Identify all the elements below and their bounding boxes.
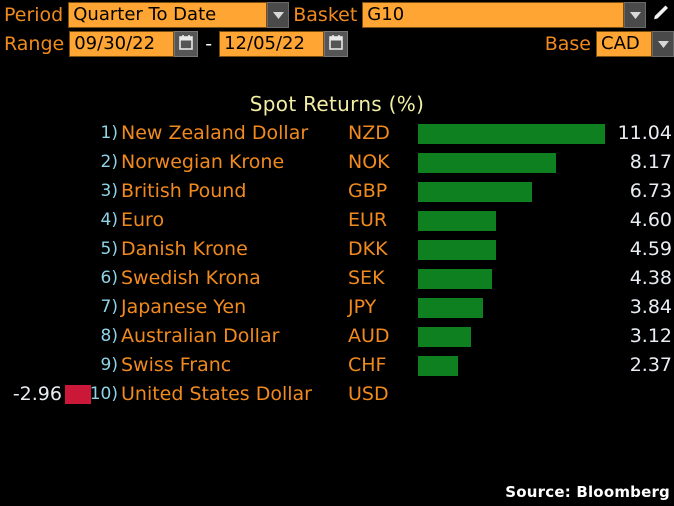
row-value: 2.37 [629, 354, 672, 376]
basket-label: Basket [293, 3, 358, 26]
base-currency-input[interactable]: CAD [596, 31, 652, 57]
row-value-negative: -2.96 [12, 383, 62, 405]
source-attribution: Source: Bloomberg [505, 483, 670, 501]
row-value: 4.59 [629, 238, 672, 260]
currency-code: SEK [348, 267, 385, 289]
positive-bar [418, 327, 471, 347]
currency-name[interactable]: British Pound [121, 180, 247, 202]
chevron-down-icon [657, 40, 669, 48]
row-number: 8) [100, 326, 118, 346]
edit-basket-button[interactable] [646, 2, 674, 28]
calendar-icon [329, 34, 343, 54]
chevron-down-icon [272, 11, 284, 19]
positive-bar [418, 356, 459, 376]
row-number: 2) [100, 152, 118, 172]
base-label: Base [544, 32, 591, 55]
currency-name[interactable]: Norwegian Krone [121, 151, 285, 173]
chart-row[interactable]: -2.96 10) United States Dollar USD [0, 380, 674, 409]
row-value: 6.73 [629, 180, 672, 202]
row-value: 4.38 [629, 267, 672, 289]
currency-name[interactable]: United States Dollar [121, 383, 312, 405]
row-value: 4.60 [629, 209, 672, 231]
chart-row[interactable]: 2.37 9) Swiss Franc CHF [0, 351, 674, 380]
currency-code: USD [348, 383, 389, 405]
period-dropdown-button[interactable] [267, 2, 290, 28]
row-value: 11.04 [617, 122, 672, 144]
row-value: 8.17 [629, 151, 672, 173]
positive-bar [418, 211, 496, 231]
negative-bar [64, 385, 92, 404]
currency-code: NZD [348, 122, 390, 144]
row-number: 4) [100, 210, 118, 230]
chart-row[interactable]: 4.60 4) Euro EUR [0, 206, 674, 235]
toolbar-row-period-basket: Period Quarter To Date Basket G10 [0, 1, 674, 29]
period-label: Period [4, 3, 64, 26]
row-value: 3.12 [629, 325, 672, 347]
positive-bar [418, 153, 557, 173]
pencil-icon [650, 3, 670, 27]
currency-code: CHF [348, 354, 387, 376]
currency-name[interactable]: Euro [121, 209, 165, 231]
currency-code: DKK [348, 238, 388, 260]
base-dropdown-button[interactable] [652, 31, 674, 57]
chart-title: Spot Returns (%) [249, 92, 425, 116]
range-start-input[interactable]: 09/30/22 [69, 31, 175, 57]
currency-code: GBP [348, 180, 388, 202]
positive-bar [418, 240, 496, 260]
toolbar-row-range-base: Range 09/30/22 - 12/05/22 [0, 30, 674, 58]
chart-row[interactable]: 11.04 1) New Zealand Dollar NZD [0, 119, 674, 148]
chart-row[interactable]: 8.17 2) Norwegian Krone NOK [0, 148, 674, 177]
currency-name[interactable]: Australian Dollar [121, 325, 280, 347]
currency-code: EUR [348, 209, 388, 231]
currency-code: JPY [348, 296, 377, 318]
range-separator: - [205, 32, 213, 55]
range-start-calendar-button[interactable] [174, 31, 199, 57]
row-number: 1) [100, 123, 118, 143]
positive-bar [418, 124, 606, 144]
positive-bar [418, 298, 484, 318]
row-number: 7) [100, 297, 118, 317]
row-number: 6) [100, 268, 118, 288]
row-number: 5) [100, 239, 118, 259]
chart-row[interactable]: 4.59 5) Danish Krone DKK [0, 235, 674, 264]
row-value: 3.84 [629, 296, 672, 318]
currency-name[interactable]: New Zealand Dollar [121, 122, 309, 144]
toolbar: Period Quarter To Date Basket G10 [0, 0, 674, 59]
positive-bar [418, 269, 493, 289]
row-number: 9) [100, 355, 118, 375]
range-end-input[interactable]: 12/05/22 [219, 31, 325, 57]
positive-bar [418, 182, 533, 202]
basket-input[interactable]: G10 [362, 2, 624, 28]
range-end-calendar-button[interactable] [324, 31, 349, 57]
row-number: 3) [100, 181, 118, 201]
currency-name[interactable]: Japanese Yen [121, 296, 247, 318]
spot-returns-bar-chart: 11.04 1) New Zealand Dollar NZD 8.17 2) Norweg… [0, 119, 674, 409]
chart-row[interactable]: 4.38 6) Swedish Krona SEK [0, 264, 674, 293]
period-input[interactable]: Quarter To Date [68, 2, 268, 28]
range-label: Range [4, 32, 65, 55]
chart-row[interactable]: 3.12 8) Australian Dollar AUD [0, 322, 674, 351]
chart-row[interactable]: 6.73 3) British Pound GBP [0, 177, 674, 206]
currency-name[interactable]: Danish Krone [121, 238, 248, 260]
calendar-icon [179, 34, 194, 54]
basket-dropdown-button[interactable] [624, 2, 646, 28]
chevron-down-icon [629, 11, 641, 19]
currency-name[interactable]: Swiss Franc [121, 354, 232, 376]
currency-name[interactable]: Swedish Krona [121, 267, 261, 289]
currency-code: NOK [348, 151, 390, 173]
row-number: 10) [89, 384, 118, 404]
chart-row[interactable]: 3.84 7) Japanese Yen JPY [0, 293, 674, 322]
currency-code: AUD [348, 325, 390, 347]
